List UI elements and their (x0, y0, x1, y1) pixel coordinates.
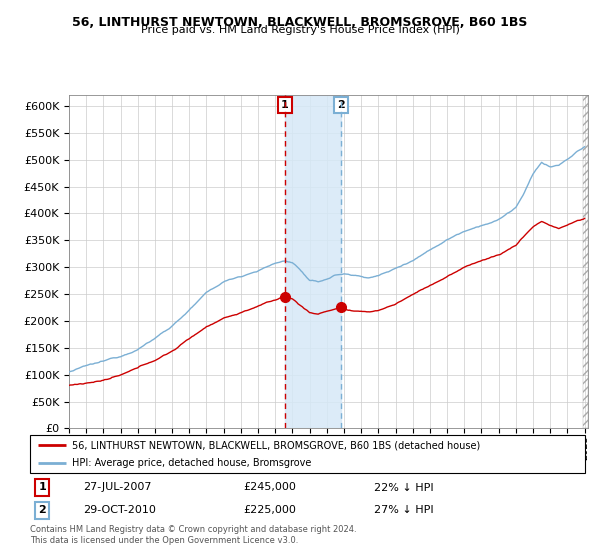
Bar (285, 95, 341, 428)
Text: Price paid vs. HM Land Registry's House Price Index (HPI): Price paid vs. HM Land Registry's House … (140, 25, 460, 35)
FancyBboxPatch shape (30, 435, 585, 473)
Text: 27-JUL-2007: 27-JUL-2007 (83, 483, 151, 492)
Text: 2: 2 (38, 506, 46, 515)
Text: £245,000: £245,000 (244, 483, 296, 492)
Text: 1: 1 (281, 100, 289, 110)
Text: Contains HM Land Registry data © Crown copyright and database right 2024.
This d: Contains HM Land Registry data © Crown c… (30, 525, 356, 545)
Text: 56, LINTHURST NEWTOWN, BLACKWELL, BROMSGROVE, B60 1BS (detached house): 56, LINTHURST NEWTOWN, BLACKWELL, BROMSG… (71, 440, 480, 450)
Text: 1: 1 (38, 483, 46, 492)
Text: 27% ↓ HPI: 27% ↓ HPI (374, 506, 434, 515)
Text: 2: 2 (337, 100, 345, 110)
Text: HPI: Average price, detached house, Bromsgrove: HPI: Average price, detached house, Brom… (71, 458, 311, 468)
Text: 22% ↓ HPI: 22% ↓ HPI (374, 483, 434, 492)
Text: 29-OCT-2010: 29-OCT-2010 (83, 506, 155, 515)
Text: £225,000: £225,000 (244, 506, 296, 515)
Text: 56, LINTHURST NEWTOWN, BLACKWELL, BROMSGROVE, B60 1BS: 56, LINTHURST NEWTOWN, BLACKWELL, BROMSG… (73, 16, 527, 29)
